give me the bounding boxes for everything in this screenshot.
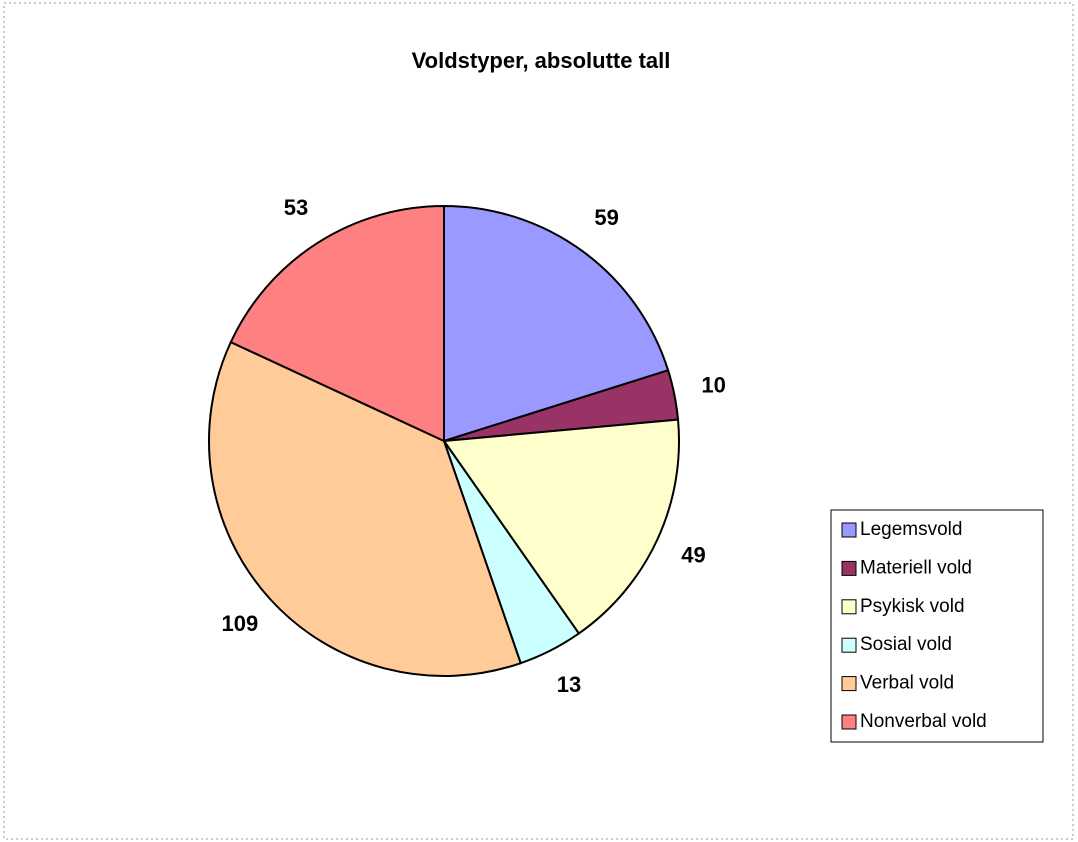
data-label: 10: [701, 373, 725, 398]
data-label: 109: [222, 611, 259, 636]
legend-swatch: [841, 637, 857, 653]
data-label: 13: [557, 672, 581, 697]
legend-label: Materiell vold: [860, 557, 972, 578]
legend-swatch: [841, 560, 857, 576]
legend-box: [830, 509, 1044, 743]
legend-label: Sosial vold: [860, 634, 952, 655]
legend-label: Nonverbal vold: [860, 711, 987, 732]
legend-swatch: [841, 676, 857, 692]
legend-label: Verbal vold: [860, 673, 954, 694]
data-label: 59: [594, 205, 618, 230]
legend-swatch: [841, 599, 857, 615]
chart-title: Voldstyper, absolutte tall: [412, 48, 671, 73]
pie-slice: [229, 204, 445, 443]
chart-border: [3, 2, 1074, 840]
data-label: 49: [681, 543, 705, 568]
data-label: 53: [284, 195, 308, 220]
legend-swatch: [841, 714, 857, 730]
pie-slice: [207, 340, 522, 677]
pie-slice: [442, 418, 680, 635]
legend-label: Psykisk vold: [860, 596, 965, 617]
legend-label: Legemsvold: [860, 519, 962, 540]
pie-slice: [443, 204, 670, 443]
legend-swatch: [841, 522, 857, 538]
